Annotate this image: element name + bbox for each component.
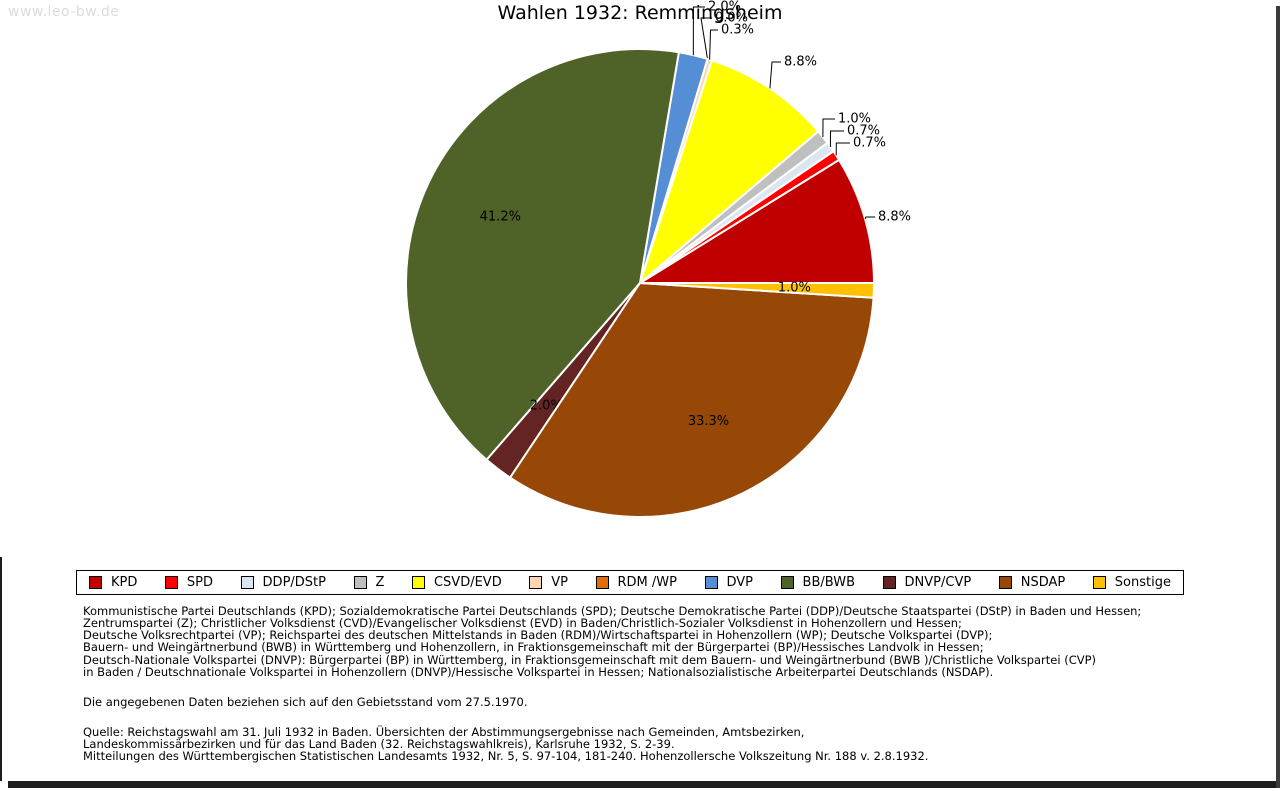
- legend-swatch: [882, 576, 896, 589]
- slice-label-rdm-wp: 0.0%: [715, 11, 748, 26]
- legend-item-kpd: KPD: [89, 575, 137, 590]
- watermark: www.leo-bw.de: [8, 4, 120, 20]
- territorial-note-text: Die angegebenen Daten beziehen sich auf …: [83, 695, 528, 709]
- slice-label-sonstige: 1.0%: [778, 280, 811, 295]
- label-connector-rdm-wp: [700, 17, 712, 60]
- legend: KPD SPD DDP/DStP Z CSVD/EVD VP RDM /WP DVP BB/BW…: [76, 570, 1184, 595]
- text-line: Deutsche Volksrechtpartei (VP); Reichspa…: [83, 628, 993, 643]
- legend-item-spd: SPD: [164, 575, 214, 590]
- legend-swatch: [240, 576, 254, 589]
- text-line: Deutsch-Nationale Volkspartei (DNVP): Bü…: [83, 652, 1097, 667]
- slice-label-z: 1.0%: [838, 112, 871, 127]
- text-line: Mitteilungen des Württembergischen Stati…: [83, 749, 929, 764]
- slice-label-kpd: 8.8%: [878, 210, 911, 225]
- source-citation-text: Quelle: Reichstagswahl am 31. Juli 1932 …: [83, 725, 929, 764]
- legend-swatch: [411, 576, 425, 589]
- slice-label-nsdap: 33.3%: [688, 414, 729, 429]
- pie-chart: 8.8%0.7%0.7%1.0%8.8%0.3%0.0%2.0%41.2%2.0…: [405, 0, 911, 519]
- label-connector-vp: [709, 29, 718, 60]
- right-border-bar: [1276, 6, 1280, 788]
- slice-label-vp: 0.3%: [721, 23, 754, 38]
- legend-item-vp: VP: [529, 575, 568, 590]
- slice-label-dvp: 2.0%: [708, 0, 741, 15]
- text-line: Quelle: Reichstagswahl am 31. Juli 1932 …: [83, 725, 805, 739]
- legend-label: DDP/DStP: [262, 575, 326, 590]
- legend-item-nsdap: NSDAP: [998, 575, 1066, 590]
- party-definitions-text: Kommunistische Partei Deutschlands (KPD)…: [83, 605, 1141, 678]
- text-line: Kommunistische Partei Deutschlands (KPD)…: [83, 604, 1142, 618]
- legend-swatch: [164, 576, 178, 589]
- left-border-line: [0, 557, 2, 781]
- pie-slice-nsdap: [509, 282, 875, 519]
- label-connector-z: [822, 118, 835, 138]
- legend-label: NSDAP: [1020, 575, 1066, 590]
- legend-swatch: [1092, 576, 1106, 589]
- legend-item-z: Z: [353, 575, 385, 590]
- legend-swatch: [89, 576, 102, 589]
- text-line: Zentrumspartei (Z); Christlicher Volksdi…: [83, 616, 962, 631]
- legend-label: DVP: [726, 575, 754, 590]
- legend-swatch: [529, 576, 543, 589]
- legend-item-sonstige: Sonstige: [1092, 575, 1171, 590]
- pie-slice-csvd-evd: [639, 59, 820, 284]
- legend-label: CSVD/EVD: [433, 575, 502, 590]
- slice-label-spd: 0.7%: [853, 136, 886, 151]
- legend-label: Z: [375, 575, 385, 590]
- legend-item-csvd-evd: CSVD/EVD: [411, 575, 502, 590]
- pie-slice-kpd: [639, 158, 875, 284]
- legend-item-ddp-dstp: DDP/DStP: [240, 575, 326, 590]
- text-line: Landeskommissärbezirken und für das Land…: [83, 737, 675, 752]
- text-line: in Baden / Deutschnationale Volkspartei …: [83, 664, 994, 679]
- legend-label: SPD: [186, 575, 214, 590]
- legend-swatch: [595, 576, 609, 589]
- label-connector-spd: [835, 142, 850, 156]
- label-connector-csvd-evd: [769, 61, 781, 89]
- pie-slice-bb-bwb: [405, 48, 680, 461]
- legend-swatch: [998, 576, 1012, 589]
- slice-label-ddp-dstp: 0.7%: [847, 124, 880, 139]
- legend-swatch: [704, 576, 718, 589]
- legend-item-rdm-wp: RDM /WP: [595, 575, 677, 590]
- slice-label-csvd-evd: 8.8%: [784, 55, 817, 70]
- pie-slice-sonstige: [639, 282, 876, 299]
- legend-label: Sonstige: [1114, 575, 1171, 590]
- legend-item-dvp: DVP: [704, 575, 754, 590]
- label-connector-kpd: [864, 216, 875, 220]
- legend-label: DNVP/CVP: [904, 575, 972, 590]
- legend-label: KPD: [111, 575, 138, 590]
- legend-item-bb-bwb: BB/BWB: [780, 575, 855, 590]
- label-connector-dvp: [692, 6, 705, 56]
- legend-label: RDM /WP: [617, 575, 677, 590]
- legend-label: VP: [551, 575, 568, 590]
- legend-item-dnvp-cvp: DNVP/CVP: [882, 575, 972, 590]
- bottom-border-bar: [8, 781, 1280, 788]
- legend-swatch: [353, 576, 367, 589]
- label-connector-ddp-dstp: [829, 130, 844, 148]
- slice-label-bb-bwb: 41.2%: [480, 210, 521, 225]
- legend-swatch: [780, 576, 794, 589]
- legend-label: BB/BWB: [802, 575, 855, 590]
- text-line: Bauern- und Weingärtnerbund (BWB) in Wür…: [83, 640, 984, 655]
